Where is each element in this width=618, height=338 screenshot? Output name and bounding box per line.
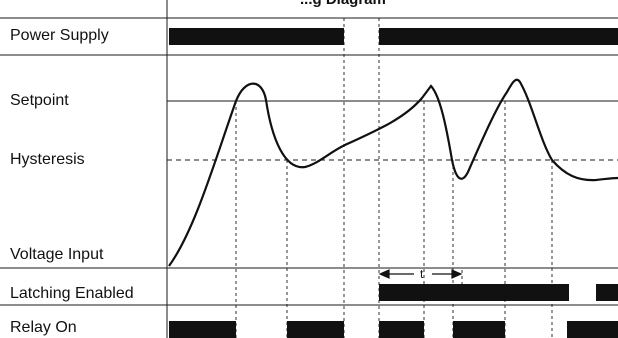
- row-label-setpoint: Setpoint: [10, 92, 69, 109]
- relay-on-bar: [169, 321, 236, 338]
- power-on-bar: [379, 28, 618, 45]
- relay-on-bar: [379, 321, 424, 338]
- interval-arrow-left-head: [378, 269, 390, 279]
- diagram-title: ...g Diagram: [300, 0, 386, 8]
- row-label-relay-on: Relay On: [10, 319, 77, 336]
- relay-on-bar: [567, 321, 618, 338]
- latching-enabled-signal: [379, 284, 618, 301]
- power-supply-signal: [169, 28, 618, 45]
- latching-on-bar: [596, 284, 618, 301]
- row-label-latching-enabled: Latching Enabled: [10, 285, 134, 302]
- relay-on-signal: [169, 321, 618, 338]
- relay-on-bar: [453, 321, 505, 338]
- latching-on-bar: [379, 284, 569, 301]
- voltage-input-curve: [168, 78, 618, 267]
- row-label-hysteresis: Hysteresis: [10, 151, 85, 168]
- power-on-bar: [169, 28, 344, 45]
- row-label-power-supply: Power Supply: [10, 27, 109, 44]
- interval-arrow-right-head: [451, 269, 463, 279]
- interval-arrow: [378, 269, 463, 279]
- relay-on-bar: [287, 321, 344, 338]
- row-label-voltage-input: Voltage Input: [10, 246, 104, 263]
- interval-marker-label: t: [420, 267, 424, 281]
